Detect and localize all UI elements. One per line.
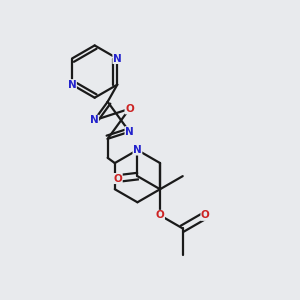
Text: O: O [201,210,210,220]
Text: N: N [133,145,142,155]
Text: N: N [113,53,122,64]
Text: O: O [113,173,122,184]
Text: O: O [125,104,134,114]
Text: N: N [68,80,76,90]
Text: N: N [90,115,99,125]
Text: O: O [156,210,164,220]
Text: N: N [125,127,134,137]
